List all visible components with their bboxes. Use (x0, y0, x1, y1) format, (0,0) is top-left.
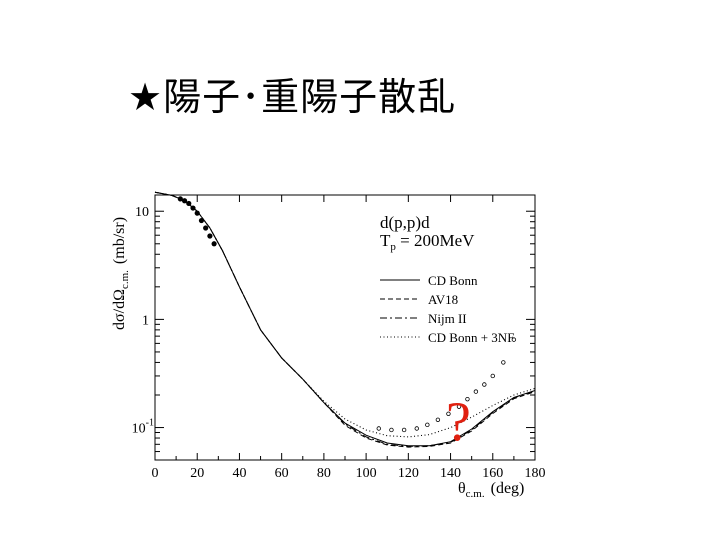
forward-data-point (207, 233, 213, 239)
theory-curves (154, 191, 536, 448)
backward-data-point (376, 426, 381, 431)
legend-label: AV18 (428, 292, 458, 307)
backward-data-point (511, 337, 517, 342)
legend-label: CD Bonn + 3NF (428, 330, 514, 345)
backward-data-point (473, 389, 479, 394)
x-tick-label: 80 (317, 466, 331, 481)
y-tick-label: 1 (142, 313, 149, 328)
curve-cd-bonn (154, 191, 536, 447)
backward-data-point (389, 427, 394, 433)
x-tick-label: 0 (152, 466, 159, 481)
y-tick-label: 10 (135, 205, 149, 220)
backward-data-point (446, 411, 451, 417)
chart-legend: CD Bonn AV18 Nijm II CD Bonn + 3NF (380, 273, 514, 345)
forward-data-point (177, 196, 183, 202)
chart-title: d(p,p)d (380, 213, 430, 232)
forward-data-point (203, 225, 209, 231)
backward-data-point (482, 382, 487, 387)
backward-data-point (465, 396, 470, 402)
legend-label: CD Bonn (428, 273, 478, 288)
x-tick-label: 180 (525, 466, 546, 481)
forward-data-point (181, 198, 188, 204)
forward-data-point (186, 200, 192, 207)
y-tick-label: 10-1 (132, 418, 154, 437)
forward-data-point (194, 210, 200, 216)
backward-data-point (501, 360, 506, 365)
x-tick-label: 120 (398, 466, 419, 481)
backward-data-point (401, 427, 407, 433)
x-tick-label: 160 (482, 466, 503, 481)
backward-data-point (425, 422, 430, 428)
axis-ticks: 0 20 40 60 80 100 120 140 160 180 10 1 10-1 (132, 195, 546, 481)
forward-data-point (211, 241, 217, 247)
curve-av18 (154, 191, 536, 448)
x-tick-label: 60 (275, 466, 289, 481)
x-tick-label: 140 (440, 466, 461, 481)
x-tick-label: 40 (232, 466, 246, 481)
data-points (177, 196, 517, 433)
backward-data-point (490, 373, 495, 379)
curve-cd-bonn-3nf (154, 191, 536, 438)
legend-label: Nijm II (428, 311, 467, 326)
curve-nijm-ii (154, 191, 536, 447)
backward-data-point (456, 404, 462, 409)
backward-data-point (435, 417, 441, 422)
backward-data-point (414, 426, 419, 431)
x-tick-label: 100 (356, 466, 377, 481)
slide-title: ★陽子･重陽子散乱 (128, 75, 457, 119)
question-annotation: ? (446, 391, 471, 453)
chart-subtitle: Tp = 200MeV (380, 231, 475, 253)
y-axis-label: dσ/dΩc.m.(mb/sr) (111, 217, 131, 330)
x-tick-label: 20 (190, 466, 204, 481)
x-axis-label: θc.m. (deg) (458, 480, 524, 500)
forward-data-point (190, 205, 196, 211)
forward-data-point (198, 217, 205, 224)
